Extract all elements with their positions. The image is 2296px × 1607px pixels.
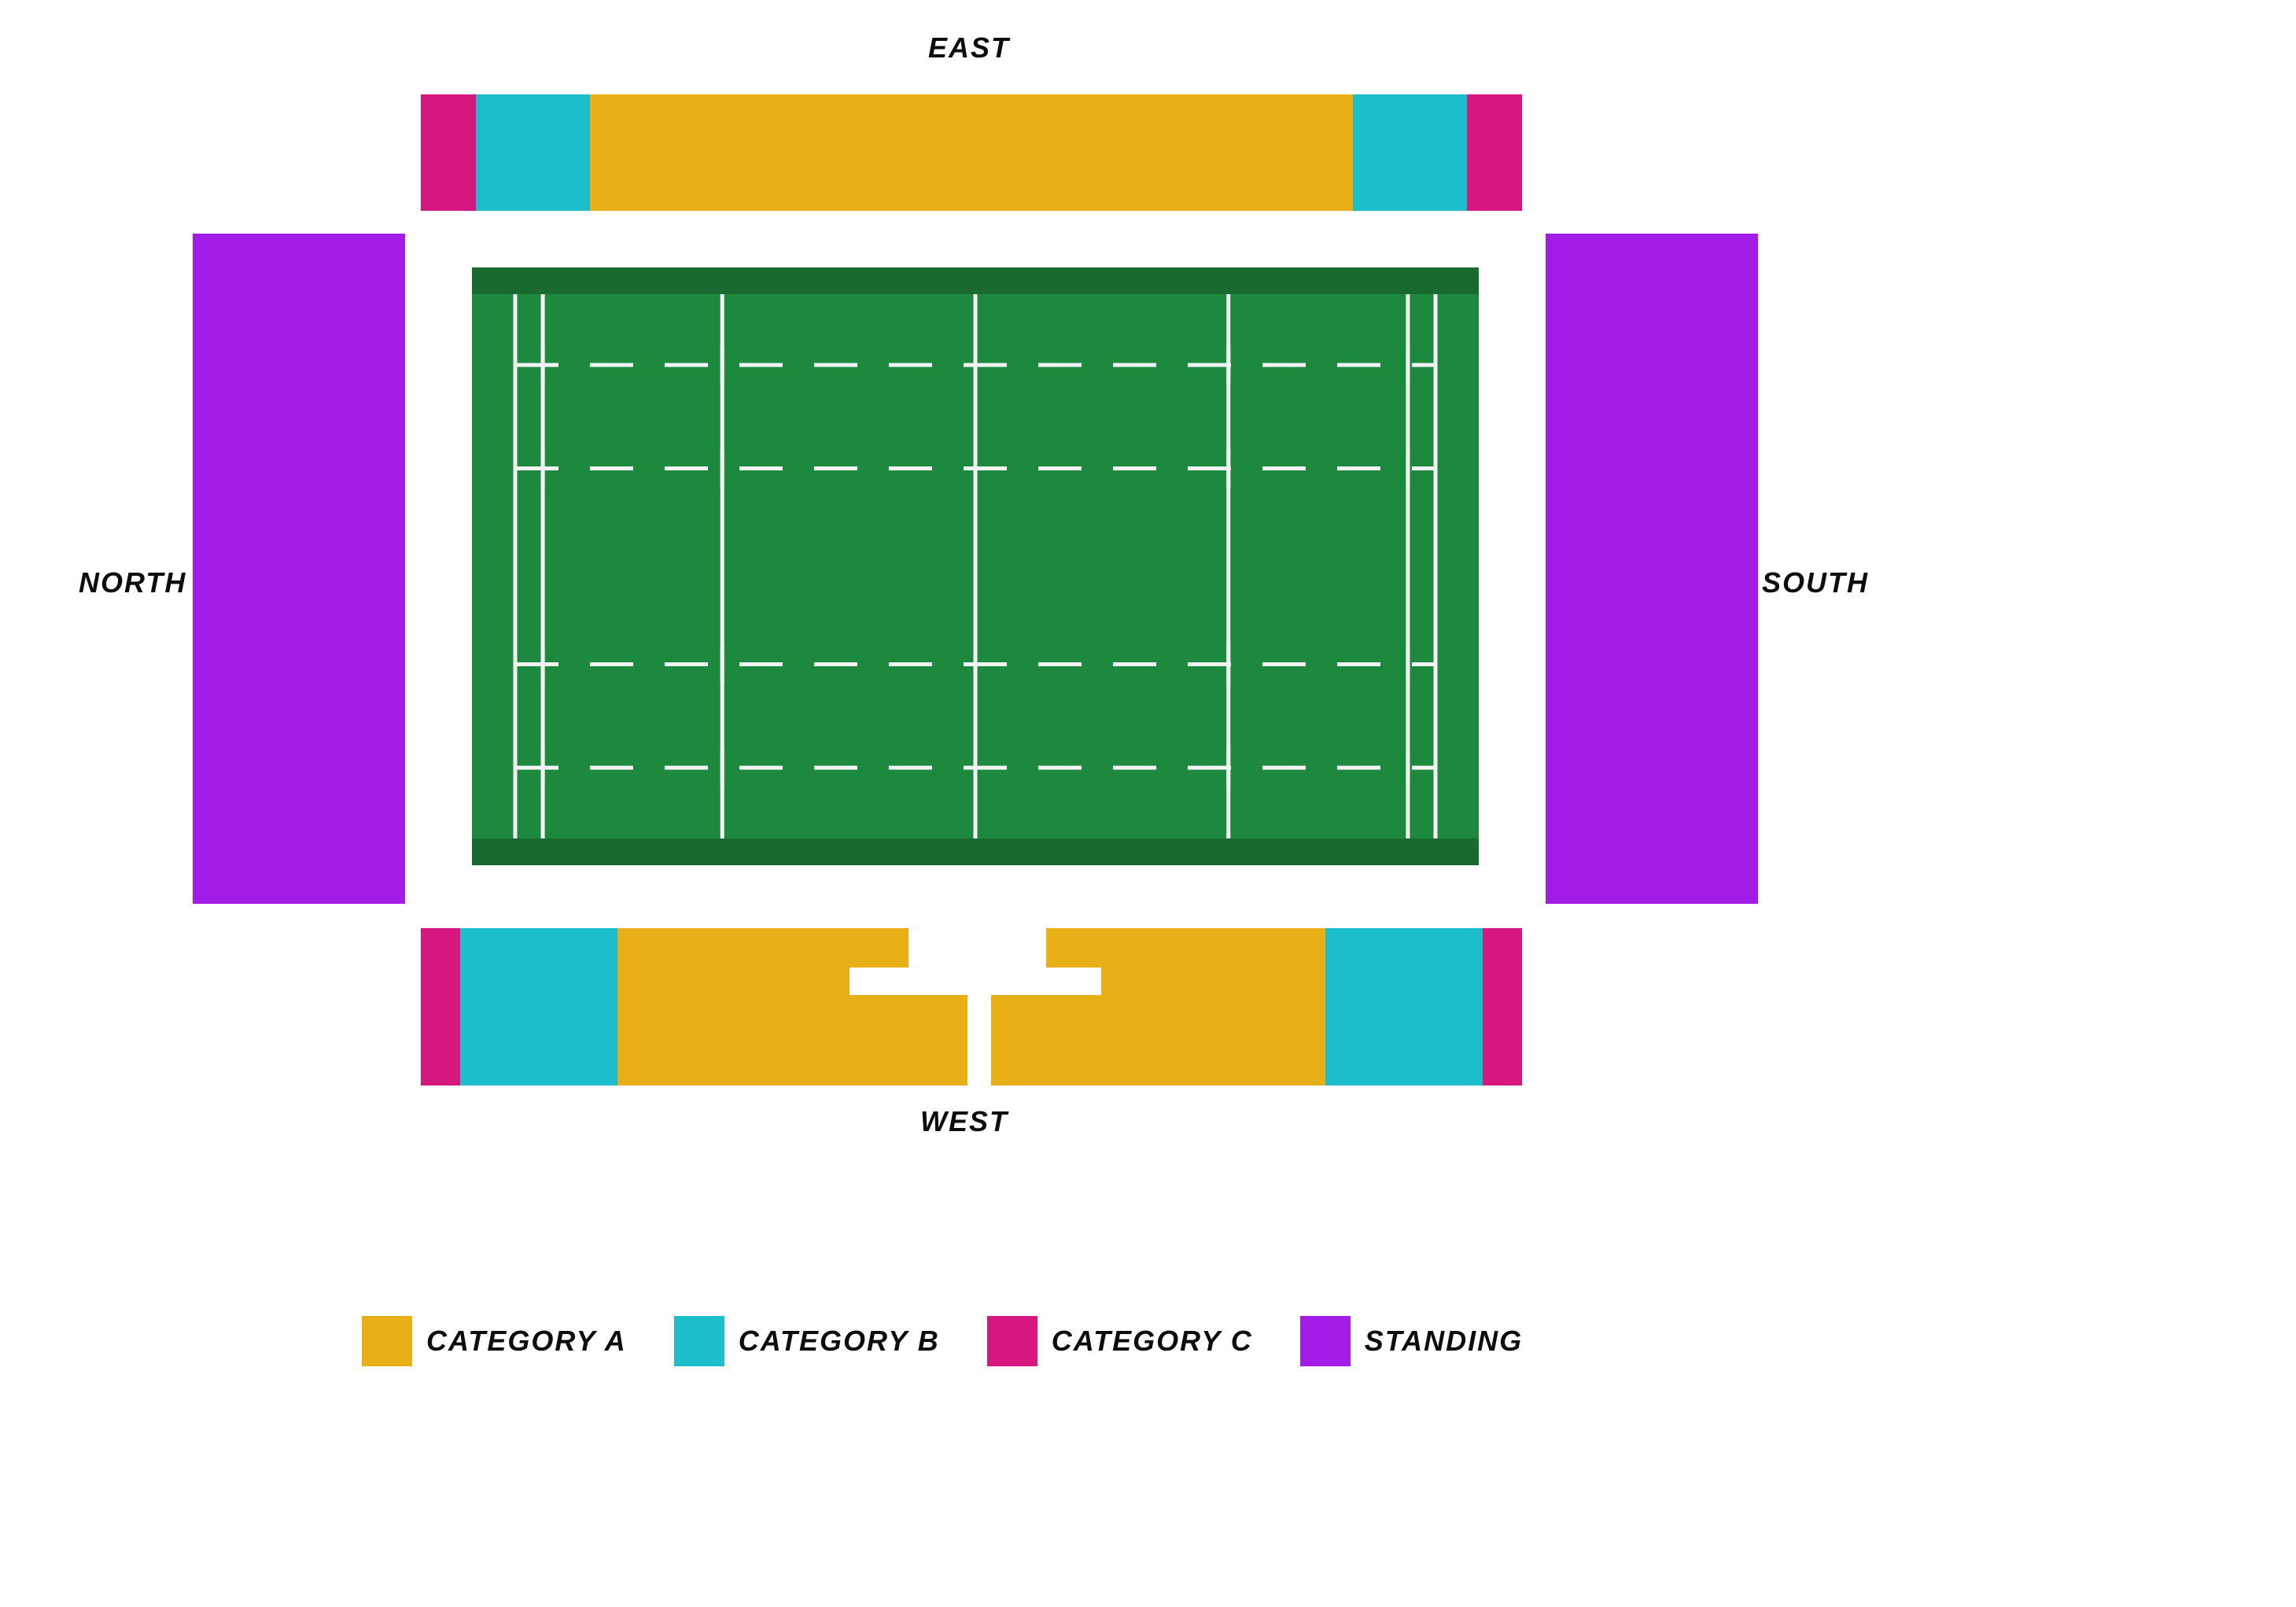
legend-label: STANDING	[1365, 1325, 1523, 1358]
legend-swatch	[987, 1316, 1037, 1366]
north-stand[interactable]	[193, 234, 405, 904]
west-stand-segment[interactable]	[991, 995, 1101, 1085]
pitch	[472, 267, 1479, 865]
legend-swatch	[362, 1316, 412, 1366]
label-east: EAST	[928, 31, 1010, 65]
legend-swatch	[1300, 1316, 1351, 1366]
west-stand-segment[interactable]	[849, 995, 967, 1085]
east-stand-segment[interactable]	[1353, 94, 1467, 211]
legend-label: CATEGORY A	[426, 1325, 627, 1358]
legend: CATEGORY A CATEGORY B CATEGORY C STANDING	[362, 1316, 1523, 1366]
legend-item: CATEGORY B	[674, 1316, 940, 1366]
west-stand-segment[interactable]	[460, 928, 617, 1085]
label-south: SOUTH	[1762, 566, 1869, 599]
west-stand-segment[interactable]	[1046, 928, 1101, 968]
east-stand-segment[interactable]	[476, 94, 590, 211]
west-stand-segment[interactable]	[617, 928, 849, 1085]
east-stand-segment[interactable]	[590, 94, 1353, 211]
east-stand-segment[interactable]	[421, 94, 476, 211]
west-stand-segment[interactable]	[1101, 928, 1325, 1085]
legend-item: CATEGORY A	[362, 1316, 627, 1366]
legend-item: STANDING	[1300, 1316, 1523, 1366]
south-stand[interactable]	[1546, 234, 1758, 904]
east-stand-segment[interactable]	[1467, 94, 1522, 211]
legend-item: CATEGORY C	[987, 1316, 1253, 1366]
legend-swatch	[674, 1316, 724, 1366]
west-stand-segment[interactable]	[849, 928, 908, 968]
label-west: WEST	[920, 1105, 1008, 1138]
legend-label: CATEGORY C	[1052, 1325, 1253, 1358]
legend-label: CATEGORY B	[739, 1325, 940, 1358]
west-stand-segment[interactable]	[1483, 928, 1522, 1085]
label-north: NORTH	[79, 566, 186, 599]
west-stand-segment[interactable]	[1325, 928, 1483, 1085]
west-stand-segment[interactable]	[421, 928, 460, 1085]
